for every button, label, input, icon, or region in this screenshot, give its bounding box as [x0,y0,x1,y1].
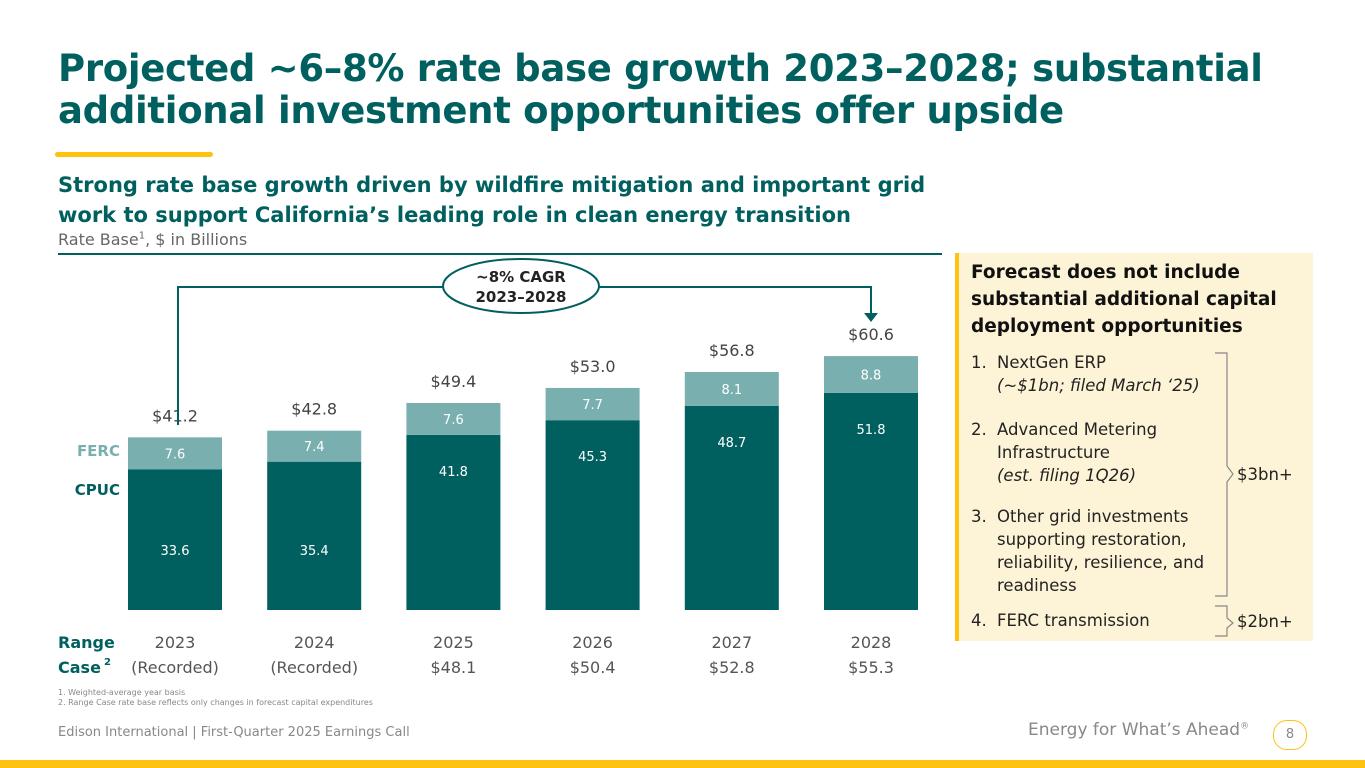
item-line: Infrastructure [997,443,1110,462]
tagline-text: Energy for What’s Ahead [1028,720,1241,740]
x-tick-label: 2025 [433,633,474,652]
opportunity-item: 4. FERC transmission [971,609,1150,632]
item-line: reliability, resilience, and [997,553,1205,572]
range-case-sup: 2 [104,657,111,668]
bar-cpuc [406,434,501,610]
bar-cpuc [545,420,640,610]
item-number: 2. [971,420,987,439]
cpuc-value-label: 45.3 [578,450,607,465]
item-number: 1. [971,353,987,372]
ferc-value-label: 7.6 [443,413,464,428]
total-label: $42.8 [291,400,337,419]
unit-sup: 1 [138,230,146,242]
total-label: $60.6 [848,325,894,344]
footnote-2: 2. Range Case rate base reflects only ch… [58,698,373,707]
item-note: (est. filing 1Q26) [997,466,1137,485]
bar-cpuc [267,461,362,610]
bar-ferc [267,430,362,462]
range-case-value: (Recorded) [270,658,358,677]
opportunity-item: 2. Advanced Metering Infrastructure (est. f… [971,418,1157,487]
bar-ferc [545,387,640,421]
ferc-value-label: 8.1 [721,383,742,398]
bar-ferc [128,437,222,470]
title-underline [55,152,213,157]
item-number: 4. [971,611,987,630]
brace-label-3bn: $3bn+ [1237,465,1293,484]
item-line: NextGen ERP [997,353,1106,372]
brace-label-2bn: $2bn+ [1237,612,1293,631]
cpuc-value-label: 33.6 [161,544,190,559]
item-line: Advanced Metering [997,420,1158,439]
bottom-bar [0,760,1365,768]
bar-cpuc [128,469,222,610]
legend-ferc: FERC [77,442,120,460]
item-text: Advanced Metering Infrastructure (est. fil… [997,418,1157,487]
page-title: Projected ~6–8% rate base growth 2023–20… [58,47,1263,132]
range-case-value: (Recorded) [131,658,219,677]
range-case-value: $55.3 [848,658,894,677]
cagr-text: ~8% CAGR [476,268,566,286]
divider [58,253,942,255]
item-note: (~$1bn; filed March ‘25) [997,376,1200,395]
rate-base-chart: 33.6 7.6 $41.2 2023 (Recorded) 35.4 7.4 $42.8 20… [58,258,918,677]
footnote-1: 1. Weighted-average year basis [58,688,186,697]
item-text: Other grid investments supporting restora… [997,505,1204,597]
page-number: 8 [1273,720,1307,750]
bar-ferc [406,403,501,435]
range-case-label: Range [58,633,115,652]
arrow-head-icon [864,313,878,322]
braces [1215,352,1234,637]
total-label: $56.8 [709,341,755,360]
range-case-value: $48.1 [430,658,476,677]
item-text: FERC transmission [997,609,1150,632]
opportunity-item: 1. NextGen ERP (~$1bn; filed March ‘25) [971,351,1200,397]
range-case-value: $52.8 [709,658,755,677]
cagr-years: 2023–2028 [476,288,567,306]
item-text: NextGen ERP (~$1bn; filed March ‘25) [997,351,1200,397]
brace-3bn [1215,352,1234,597]
total-label: $41.2 [152,406,198,425]
footer-tagline: Energy for What’s Ahead® [1028,720,1249,740]
item-line: supporting restoration, [997,530,1187,549]
range-case-value: $50.4 [570,658,616,677]
bar-ferc [824,356,918,393]
ferc-value-label: 7.7 [582,398,603,413]
unit-suffix: , $ in Billions [145,230,248,249]
item-line: Other grid investments [997,507,1189,526]
opportunities-box: Forecast does not include substantial ad… [955,253,1313,641]
total-label: $53.0 [570,357,616,376]
unit-label: Rate Base1, $ in Billions [58,230,247,249]
x-tick-label: 2028 [851,633,892,652]
footer-left: Edison International | First-Quarter 202… [58,725,410,740]
cpuc-value-label: 51.8 [857,423,886,438]
x-tick-label: 2027 [711,633,752,652]
x-tick-label: 2024 [294,633,335,652]
item-line: readiness [997,576,1077,595]
x-tick-label: 2026 [572,633,613,652]
ferc-value-label: 7.4 [304,440,325,455]
cpuc-value-label: 41.8 [439,465,468,480]
range-case-label-2: Case [58,658,101,677]
cpuc-value-label: 35.4 [300,544,329,559]
registered-mark: ® [1240,721,1250,732]
opportunity-item: 3. Other grid investments supporting resto… [971,505,1204,597]
brace-2bn [1215,605,1234,637]
x-tick-label: 2023 [155,633,196,652]
bar-cpuc [824,392,918,610]
item-line: FERC transmission [997,611,1150,630]
legend-cpuc: CPUC [75,481,120,499]
bar-ferc [684,372,779,406]
subtitle: Strong rate base growth driven by wildfi… [58,173,926,227]
footnotes: 1. Weighted-average year basis 2. Range … [58,688,373,708]
total-label: $49.4 [430,372,476,391]
item-number: 3. [971,507,987,526]
box-heading: Forecast does not include substantial ad… [971,262,1277,337]
unit-text: Rate Base [58,230,139,249]
bar-cpuc [684,405,779,610]
ferc-value-label: 8.8 [861,369,882,384]
ferc-value-label: 7.6 [165,447,186,462]
cagr-bubble [442,258,600,314]
cpuc-value-label: 48.7 [717,436,746,451]
